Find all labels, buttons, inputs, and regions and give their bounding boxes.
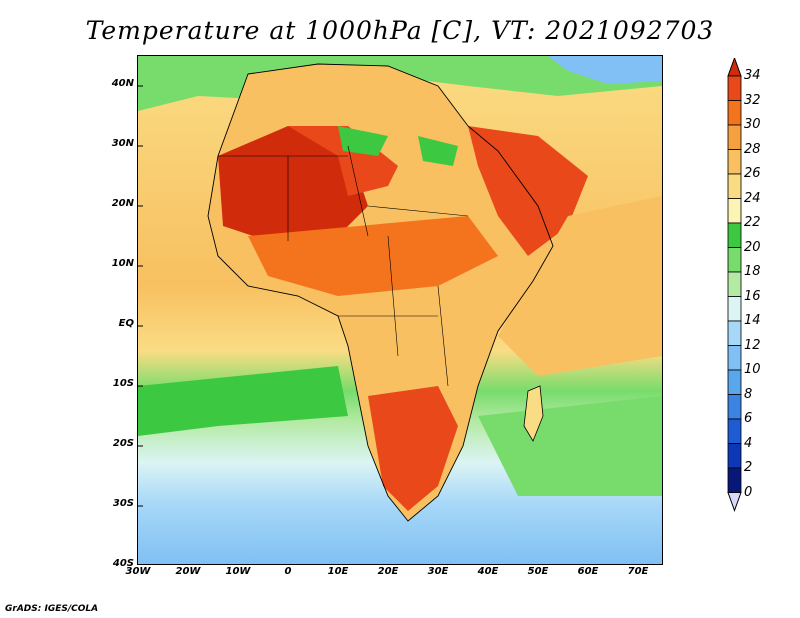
lat-label: 10N [111, 258, 134, 269]
lon-label: 60E [577, 566, 599, 577]
southern-africa-hot [368, 386, 458, 511]
sahara-hot-core [218, 126, 368, 241]
colorbar-label: 6 [744, 411, 753, 426]
colorbar-cell [727, 198, 742, 224]
lon-label: 40E [477, 566, 499, 577]
colorbar-bottom-triangle [727, 492, 742, 512]
atlas-cool-zone [338, 126, 388, 156]
country-borders [218, 145, 469, 387]
sahara-east-zone [288, 126, 398, 196]
colorbar-cell [727, 124, 742, 150]
africa-coastline [207, 63, 554, 522]
axis-ticks [138, 85, 143, 507]
colorbar-cell [727, 271, 742, 297]
colorbar-cell [727, 320, 742, 346]
lat-label: EQ [118, 318, 134, 329]
lat-label: 10S [112, 378, 134, 389]
colorbar-label: 34 [744, 68, 761, 83]
lon-label: 20W [175, 566, 201, 577]
colorbar-cell [727, 296, 742, 322]
indian-ocean-green-band [478, 396, 662, 496]
lon-label: 30E [427, 566, 449, 577]
lat-label: 30S [112, 498, 134, 509]
libya-cool-zone [418, 136, 458, 166]
colorbar-cell [727, 247, 742, 273]
colorbar-cell [727, 173, 742, 199]
colorbar-cell [727, 75, 742, 101]
colorbar-cell [727, 418, 742, 444]
lat-label: 20S [112, 438, 134, 449]
colorbar-cell [727, 467, 742, 493]
lon-label: 0 [284, 566, 292, 577]
colorbar-label: 12 [744, 337, 761, 353]
colorbar-cell [727, 443, 742, 469]
colorbar-label: 20 [744, 239, 761, 255]
lon-label: 70E [627, 566, 649, 577]
lat-label: 30N [111, 138, 134, 149]
lon-label: 20E [377, 566, 399, 577]
lon-label: 10W [225, 566, 251, 577]
colorbar-label: 10 [744, 362, 761, 377]
colorbar-label: 18 [744, 264, 761, 279]
colorbar-label: 30 [744, 117, 761, 132]
colorbar-label: 32 [744, 92, 761, 108]
indian-ocean-warm [498, 196, 662, 376]
colorbar-cell [727, 394, 742, 420]
colorbar-label: 22 [744, 215, 761, 230]
lat-label: 40S [112, 558, 134, 569]
lat-label: 40N [111, 78, 134, 89]
colorbar-label: 24 [744, 190, 761, 206]
colorbar [727, 58, 742, 512]
lon-label: 50E [527, 566, 549, 577]
credit-text: GrADS: IGES/COLA [5, 604, 99, 614]
caspian-cool-zone [548, 56, 662, 84]
colorbar-cell [727, 345, 742, 371]
colorbar-label: 26 [744, 166, 761, 181]
arabia-hot-zone [468, 126, 588, 256]
colorbar-cell [727, 149, 742, 175]
colorbar-label: 4 [744, 435, 753, 451]
colorbar-label: 16 [744, 288, 761, 304]
colorbar-label: 2 [744, 460, 753, 475]
colorbar-top-triangle [727, 58, 742, 77]
colorbar-label: 14 [744, 313, 761, 328]
lon-label: 30W [125, 566, 151, 577]
madagascar [523, 385, 544, 442]
south-atlantic-green-band [138, 366, 348, 436]
temperature-map [137, 55, 663, 565]
colorbar-cell [727, 222, 742, 248]
colorbar-cell [727, 100, 742, 126]
map-canvas [138, 56, 662, 564]
colorbar-label: 8 [744, 386, 753, 402]
lat-label: 20N [111, 198, 134, 209]
colorbar-cell [727, 369, 742, 395]
map-title: Temperature at 1000hPa [C], VT: 20210927… [85, 16, 715, 45]
colorbar-label: 0 [744, 484, 753, 500]
colorbar-label: 28 [744, 141, 761, 157]
lon-label: 10E [327, 566, 349, 577]
sahel-zone [248, 216, 498, 296]
